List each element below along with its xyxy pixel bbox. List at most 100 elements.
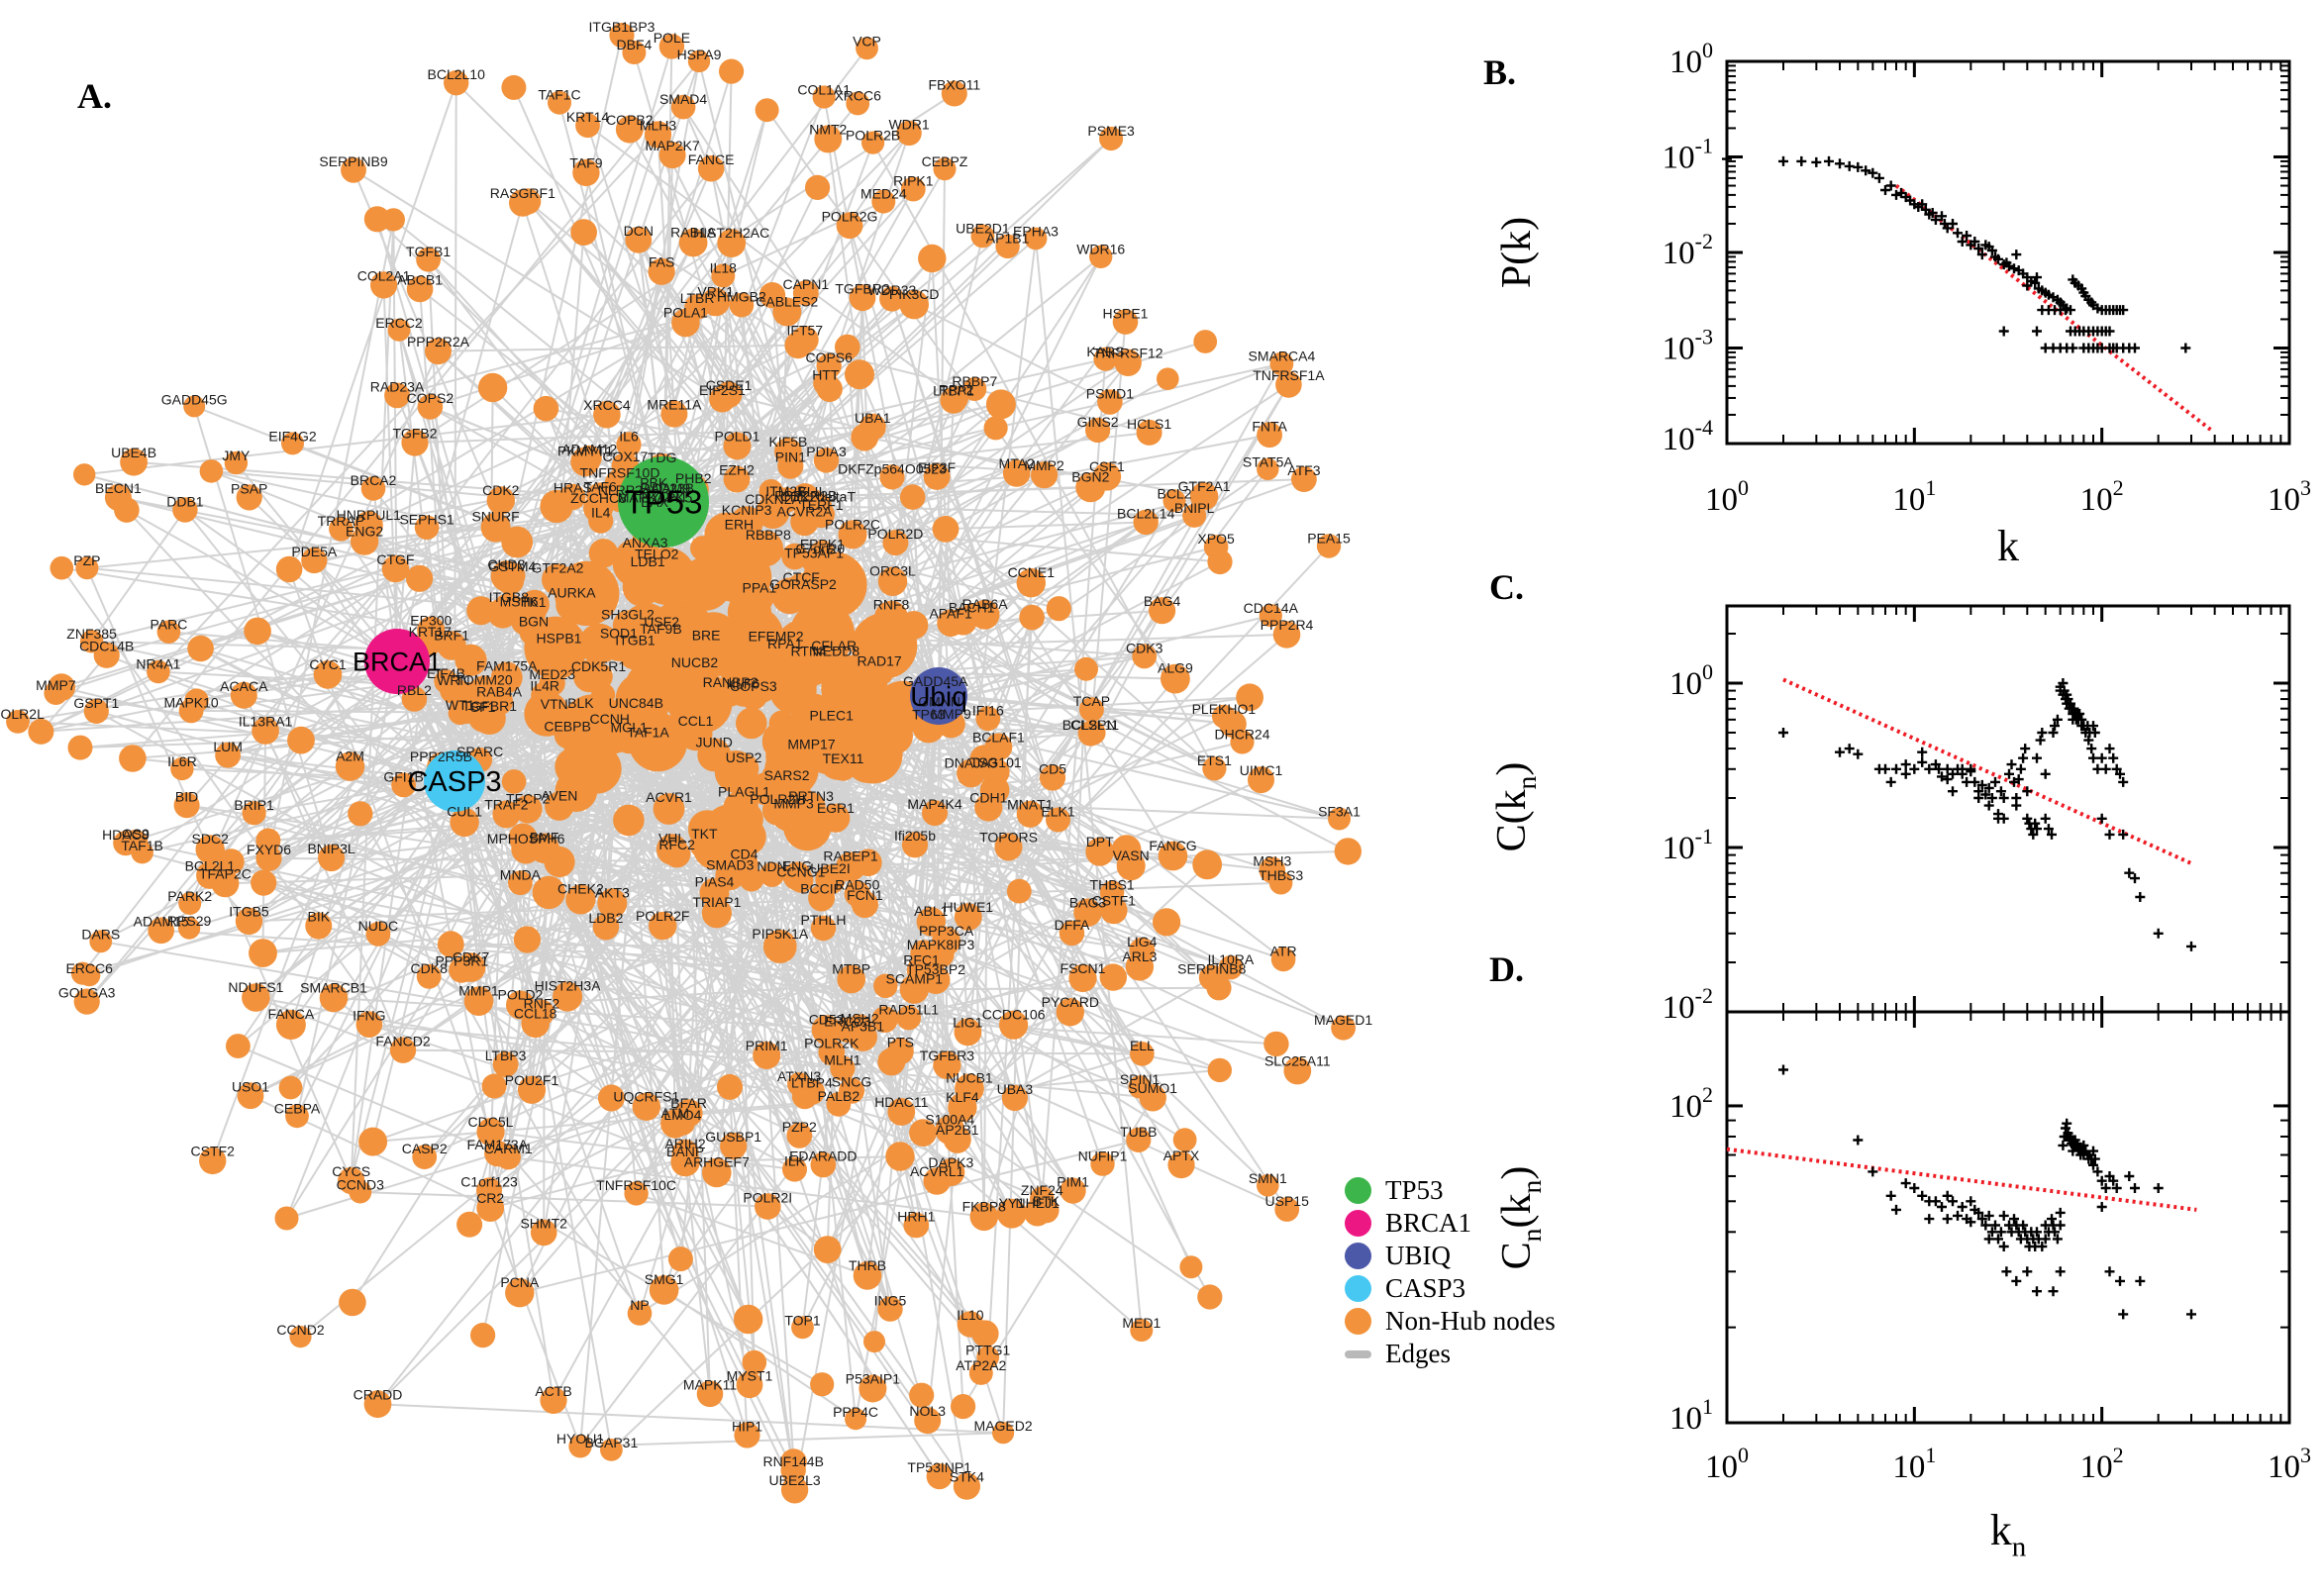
tick-label: 10-2 [1663,983,1713,1026]
non-hub-node [358,1127,388,1156]
non-hub-node [1263,1031,1289,1057]
node-label: TNFRSF12 [1093,346,1163,361]
node-label: BCL2L11 [1062,717,1120,733]
node-label: ACACA [220,678,268,694]
node-label: TERF1 [799,497,844,513]
non-hub-node [1099,880,1125,905]
non-hub-node [588,539,619,568]
non-hub-node [678,657,711,691]
non-hub-node [417,394,444,420]
node-label: Ifi205b [894,828,936,844]
non-hub-node [533,395,559,422]
node-label: POLR2D [867,526,923,542]
node-label: BCL2L1 [185,857,236,873]
node-label: RNF8 [873,597,910,613]
non-hub-node [147,659,170,684]
non-hub-node [470,1323,496,1348]
node-label: CUL1 [447,804,482,820]
node-label: IL4R [530,678,559,694]
node-label: PPP2R4 [1261,617,1314,633]
non-hub-node [178,892,202,915]
legend-item-ubiq: UBIQ [1345,1240,1556,1272]
node-label: KARS [1086,344,1124,359]
node-label: HSPE1 [1103,305,1149,321]
non-hub-node [28,718,54,745]
node-label: THBS3 [1259,867,1303,883]
node-label: CDKN2A [745,491,801,507]
node-label: CDK3 [1126,641,1163,656]
non-hub-node [1275,371,1302,398]
node-label: CD5 [1039,760,1066,776]
non-hub-node [1283,1056,1312,1085]
node-label: LTBP1 [933,383,974,399]
tick-label: 103 [2268,475,2311,518]
node-label: CCND3 [337,1177,384,1193]
non-hub-node [490,661,523,694]
node-label: GUSBP1 [705,1129,761,1145]
node-label: FBXO11 [928,77,980,93]
non-hub-node [319,983,349,1013]
node-label: MSH2 [841,1010,879,1026]
scatter-points [1722,153,2191,353]
non-hub-node [1268,870,1293,895]
node-label: HIST2H3A [535,978,602,994]
non-hub-node [909,1119,937,1147]
node-label: XPO5 [1197,531,1235,547]
tick-label: 101 [1892,1443,1936,1485]
non-hub-node [835,1017,860,1043]
non-hub-node [844,880,870,907]
casp3-dot-icon [1345,1275,1371,1302]
non-hub-node [226,1034,251,1058]
non-hub-node [476,1118,505,1147]
non-hub-node [114,497,140,523]
node-label: GTF2A2 [532,559,584,575]
non-hub-node [813,448,840,473]
non-hub-node [789,580,817,608]
non-hub-node [1133,509,1159,536]
non-hub-node [648,257,675,285]
node-label: PSMD1 [1086,385,1134,401]
non-hub-node [1112,309,1139,335]
node-labels: TCAP SMG1 ZCCHC8 LDB2 GSTM4 FAM175A RAD51L1 BAC… [0,19,1372,1488]
non-hub-node [791,1316,814,1340]
non-hub-node [401,429,429,456]
non-hub-node [632,1092,660,1122]
panel-c-label: C. [1489,567,1524,607]
node-label: KLF4 [946,1089,979,1105]
non-hub-node [918,244,947,273]
non-hub-node [476,1177,502,1204]
non-hub-node [858,413,886,441]
legend-item-casp3: CASP3 [1345,1272,1556,1305]
non-hub-node [1259,604,1282,628]
hub-node-brca1 [364,629,430,694]
non-hub-node [815,864,846,895]
non-hub-node [899,611,929,640]
node-label: ALG9 [1158,660,1193,676]
node-label: GTF2A1 [1178,478,1231,494]
non-hub-node [983,416,1008,441]
node-label: BAG3 [1069,895,1107,911]
non-hub-node [1056,998,1085,1027]
non-hub-node [416,247,441,272]
non-hub-node [709,830,741,861]
non-hub-node [406,275,434,303]
non-hub-node [1114,349,1142,376]
non-hub-node [975,706,1001,732]
non-hub-node [1193,330,1218,353]
non-hub-node [530,1219,557,1247]
node-label: BCAP31 [585,1435,639,1450]
node-label: GOLGA3 [58,984,116,1000]
non-hub-node [444,70,469,96]
non-hub-node [540,1386,567,1414]
node-label: HIP1 [732,1418,762,1434]
node-label: CDH1 [969,790,1007,806]
non-hub-node [501,526,534,558]
non-hub-node [1270,947,1296,972]
node-label: RAD17 [858,653,902,669]
node-label: AURKA [548,585,596,601]
non-hub-node [79,630,104,653]
node-label: BRF1 [434,627,469,643]
tick-label: 10-1 [1663,824,1713,866]
node-label: PTTG1 [965,1342,1010,1357]
node-label: USP15 [1265,1193,1310,1209]
